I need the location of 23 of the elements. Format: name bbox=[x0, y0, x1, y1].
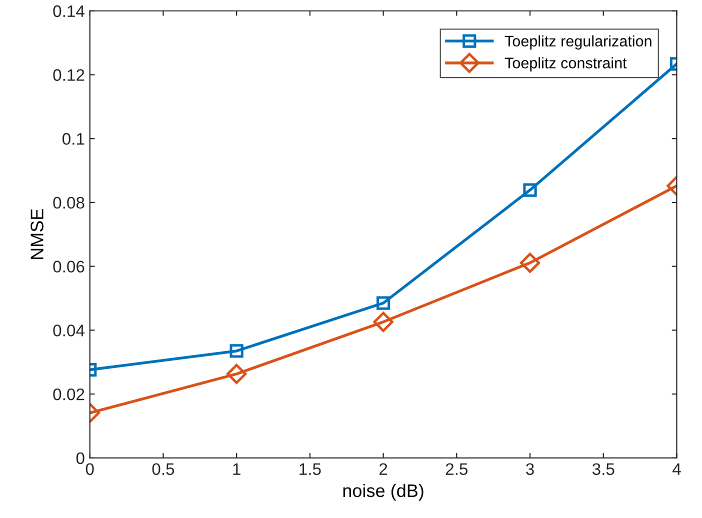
x-axis-title: noise (dB) bbox=[343, 484, 424, 501]
y-tick-label: 0.1 bbox=[62, 133, 84, 145]
x-tick-label: 0 bbox=[86, 463, 94, 476]
y-tick-label: 0.12 bbox=[53, 69, 84, 81]
x-tick-label: 1.5 bbox=[300, 463, 321, 476]
y-tick-label: 0.04 bbox=[53, 324, 85, 336]
y-axis-title: NMSE bbox=[30, 209, 44, 259]
y-tick-label: 0 bbox=[76, 452, 84, 464]
x-tick-label: 2.5 bbox=[446, 463, 468, 476]
y-tick-label: 0.14 bbox=[53, 5, 85, 18]
y-tick-label: 0.08 bbox=[53, 196, 84, 209]
x-tick-label: 3 bbox=[526, 463, 534, 476]
x-tick-label: 2 bbox=[379, 463, 388, 475]
x-tick-label: 0.5 bbox=[152, 463, 174, 476]
x-tick-label: 1 bbox=[233, 463, 240, 475]
x-tick-label: 3.5 bbox=[592, 463, 614, 476]
point bbox=[373, 312, 394, 332]
y-tick-label: 0.06 bbox=[53, 260, 84, 273]
point bbox=[376, 296, 390, 310]
y-tick-label: 0.02 bbox=[53, 388, 84, 400]
legend-label: Toeplitz regularization bbox=[504, 35, 652, 50]
legend-label: Toeplitz constraint bbox=[504, 57, 627, 72]
x-tick-label: 4 bbox=[672, 463, 681, 475]
